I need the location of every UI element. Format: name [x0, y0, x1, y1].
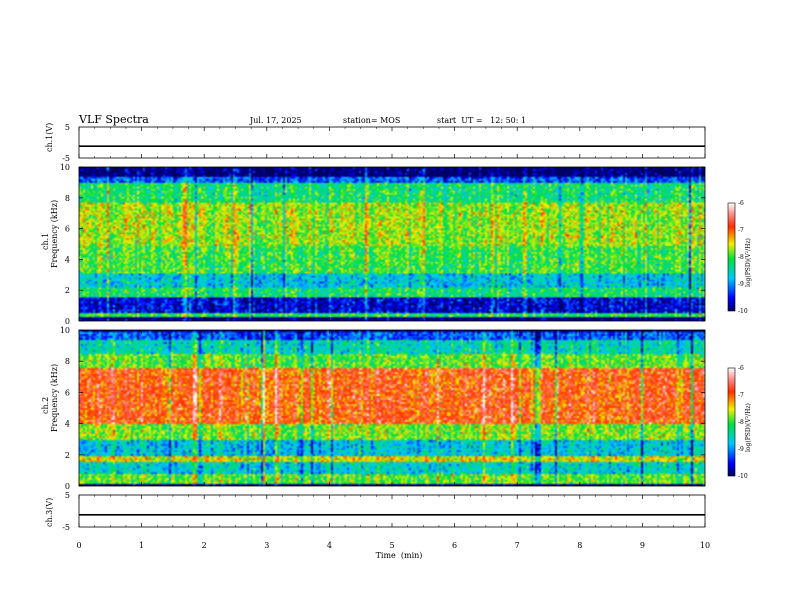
ch2-cb-tick-2: -8: [738, 419, 744, 426]
ch2-cb-tick-4: -10: [738, 473, 748, 480]
yt2-label-3: 6: [65, 388, 70, 397]
ch1-colorbar-label: log(PSD)(V²/Hz): [745, 238, 752, 287]
ch1-spec-ylabel-top: ch.1: [41, 233, 50, 250]
ch2-colorbar: [727, 367, 736, 477]
ch3-waveform-frame: [78, 494, 706, 528]
ch2-cb-tick-3: -9: [738, 446, 744, 453]
header-start-ut: start UT = 12: 50: 1: [437, 116, 526, 125]
ch1-cb-tick-0: -6: [738, 200, 744, 207]
x-tick-label-5: 5: [389, 541, 394, 550]
yt1-label-5: 10: [60, 163, 70, 172]
ch3-wave-ytick-bottom: -5: [62, 523, 70, 532]
x-axis-tick-labels: 0 1 2 3 4 5 6 7 8 9 10: [76, 541, 710, 550]
x-tick-label-4: 4: [327, 541, 332, 550]
ch1-waveform-frame: [78, 126, 706, 159]
ch2-colorbar-label: log(PSD)(V²/Hz): [745, 403, 752, 452]
yt1-label-0: 0: [65, 317, 70, 326]
ch2-spec-yticks: 0 2 4 6 8 10: [60, 326, 705, 491]
x-tick-label-1: 1: [139, 541, 144, 550]
yt1-label-4: 8: [65, 194, 70, 203]
ch2-spec-ylabel: Frequency (kHz): [50, 364, 59, 432]
yt2-label-1: 2: [65, 451, 70, 460]
yt2-label-0: 0: [65, 482, 70, 491]
yt2-label-2: 4: [65, 420, 70, 429]
x-tick-label-7: 7: [515, 541, 520, 550]
ch1-colorbar: [727, 202, 736, 312]
x-tick-label-10: 10: [700, 541, 710, 550]
ch1-spec-ylabel: Frequency (kHz): [50, 200, 59, 268]
x-axis-label: Time (min): [376, 551, 423, 560]
x-tick-label-9: 9: [640, 541, 645, 550]
yt1-label-2: 4: [65, 255, 70, 264]
ch1-wave-ytick-bottom: -5: [62, 154, 70, 163]
ch2-cb-tick-1: -7: [738, 392, 744, 399]
x-tick-label-3: 3: [264, 541, 269, 550]
ch3-wave-ytick-top: 5: [65, 491, 70, 500]
yt1-label-1: 2: [65, 286, 70, 295]
yt2-label-5: 10: [60, 326, 70, 335]
x-tick-label-8: 8: [577, 541, 582, 550]
ch2-spectrogram-image: [79, 330, 705, 486]
ch1-cb-tick-2: -8: [738, 254, 744, 261]
ch1-cb-tick-1: -7: [738, 227, 744, 234]
ch1-cb-tick-3: -9: [738, 281, 744, 288]
chart-title: VLF Spectra: [78, 113, 149, 126]
yt1-label-3: 6: [65, 225, 70, 234]
ch2-cb-tick-0: -6: [738, 365, 744, 372]
ch1-wave-ylabel: ch.1(V): [45, 123, 54, 152]
ch2-spec-ylabel-top: ch.2: [41, 397, 50, 414]
ch1-cb-tick-4: -10: [738, 308, 748, 315]
header-station: station= MOS: [343, 116, 400, 125]
ch1-wave-ytick-top: 5: [65, 123, 70, 132]
x-tick-label-0: 0: [76, 541, 81, 550]
yt2-label-4: 8: [65, 357, 70, 366]
x-axis-ticks: [78, 127, 706, 527]
x-tick-label-6: 6: [452, 541, 457, 550]
x-tick-label-2: 2: [202, 541, 207, 550]
ch3-wave-ylabel: ch.3(V): [45, 498, 54, 527]
ch1-spectrogram-image: [79, 167, 705, 321]
ch1-spec-yticks: 0 2 4 6 8 10: [60, 163, 705, 326]
frame-minor-ticks: [94, 127, 690, 527]
header-date: Jul. 17, 2025: [249, 116, 302, 125]
